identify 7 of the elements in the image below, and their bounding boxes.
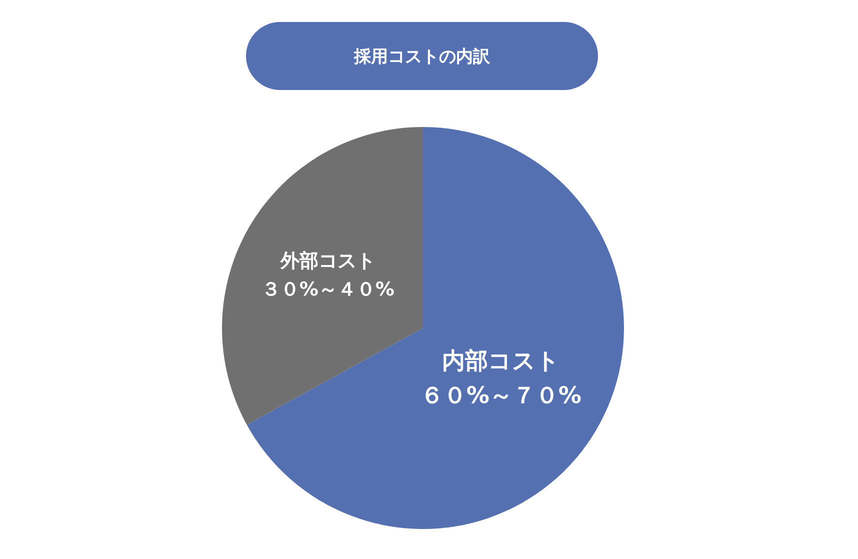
pie-slice [246,127,624,529]
chart-title: 採用コストの内訳 [353,47,491,67]
slice-label: 外部コスト [279,250,376,272]
slice-label: 内部コスト [442,348,560,374]
text: ３０%～４０% [261,278,394,300]
pie-slice [222,127,423,425]
text: ６０%～７０% [420,382,582,409]
